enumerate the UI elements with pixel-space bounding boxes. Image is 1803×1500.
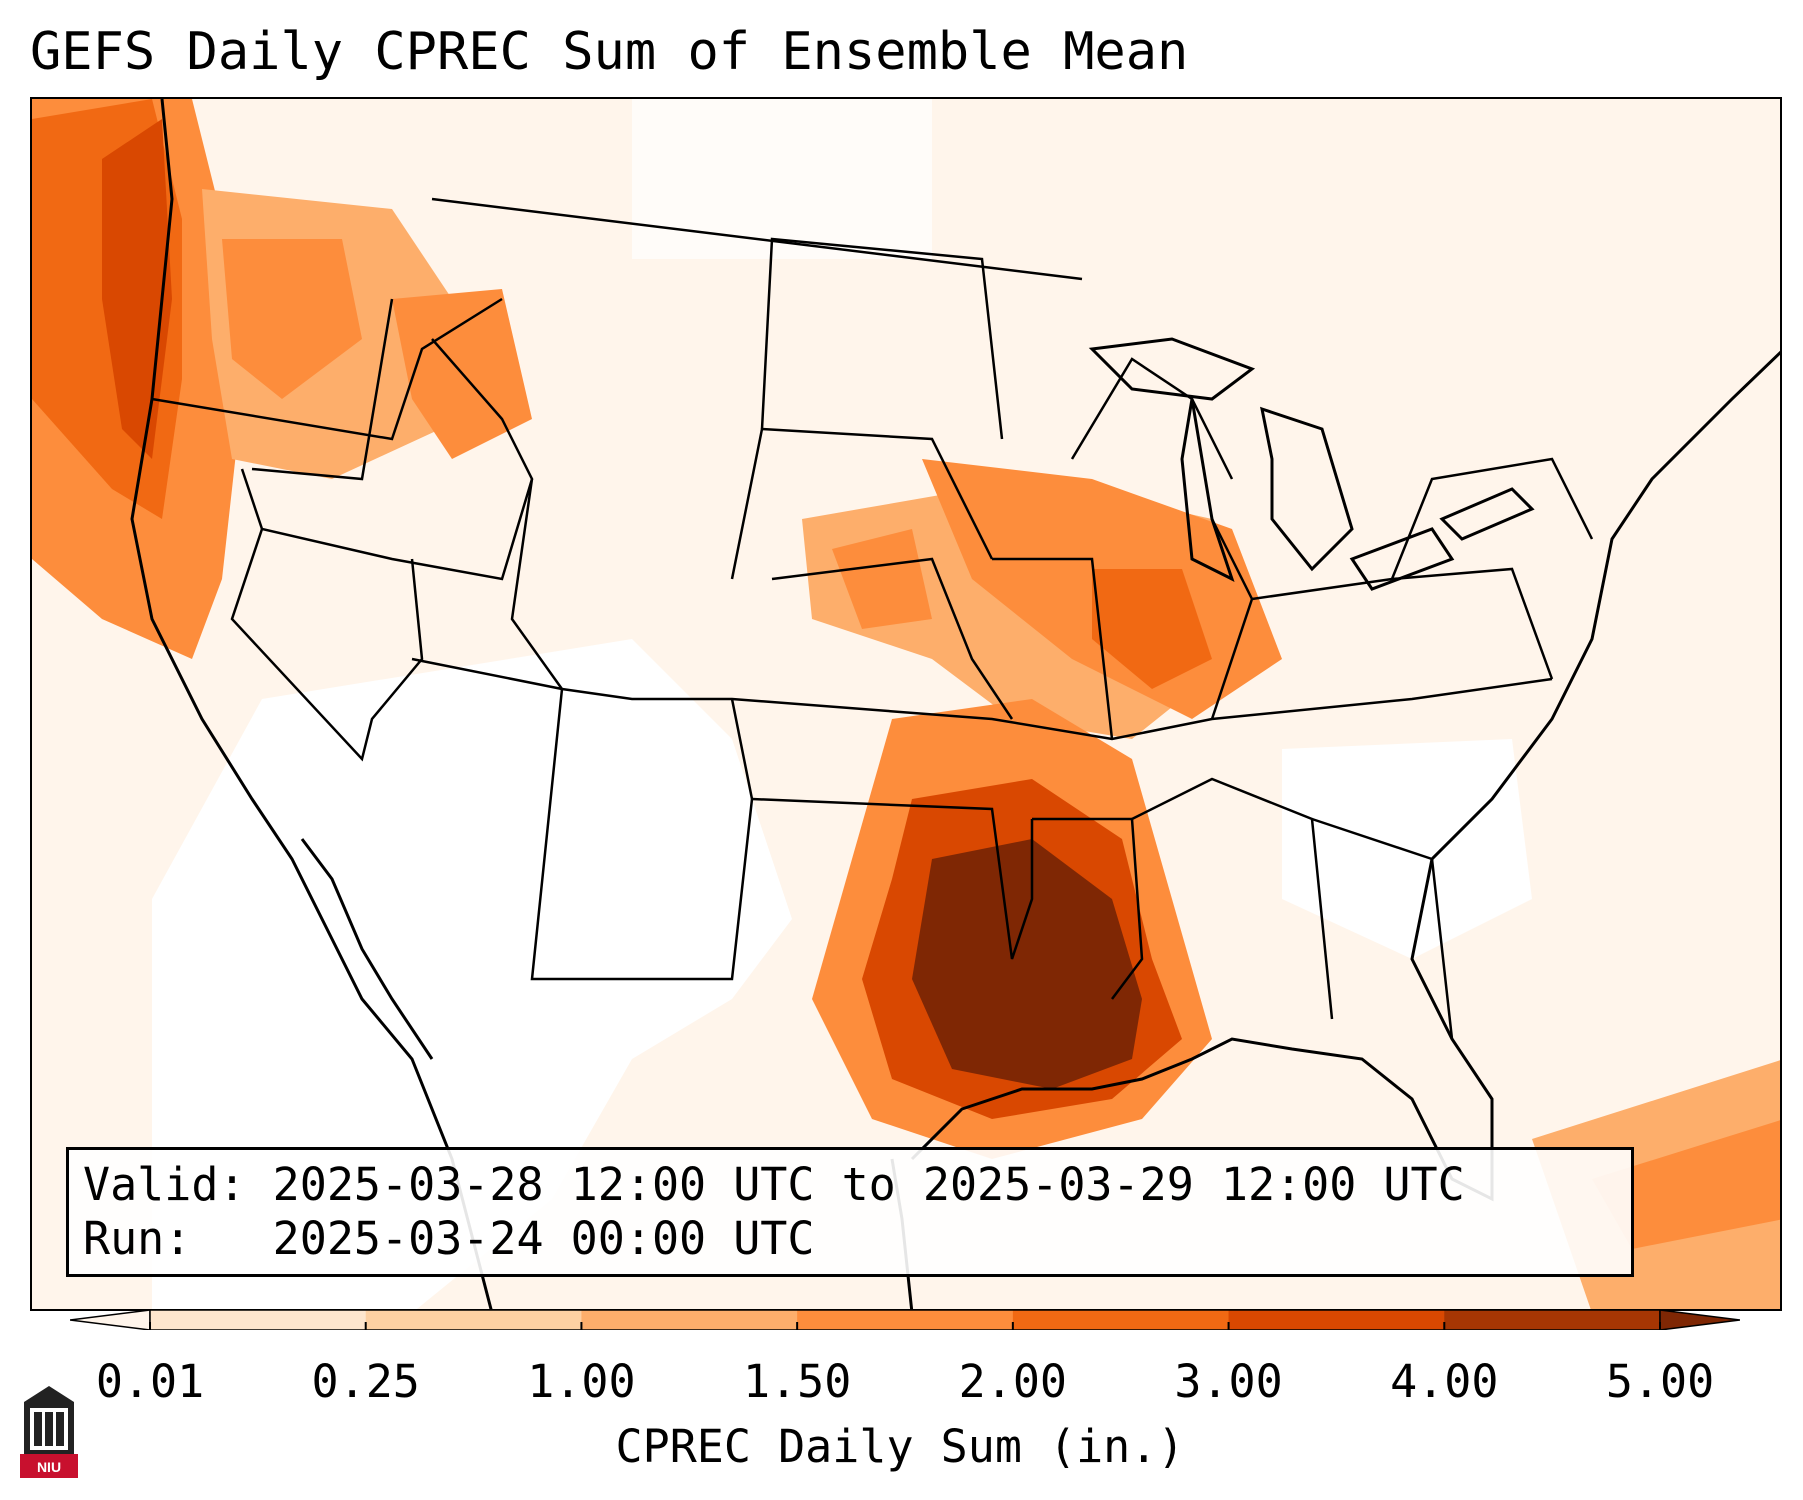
colorbar-tick-label: 2.00	[958, 1355, 1068, 1408]
colorbar-segment	[1228, 1310, 1445, 1330]
logo-band	[20, 1454, 78, 1478]
colorbar-segment	[797, 1310, 1014, 1330]
low-precip-southeast	[1282, 739, 1532, 959]
precip-map	[32, 99, 1780, 1309]
precip-nebraska	[832, 529, 932, 629]
valid-info-box: Valid: 2025-03-28 12:00 UTC to 2025-03-2…	[66, 1147, 1634, 1277]
precip-cascades	[222, 239, 362, 399]
precip-illinois	[1092, 569, 1212, 689]
colorbar-extend-high	[1659, 1310, 1740, 1330]
colorbar-segment	[365, 1310, 582, 1330]
colorbar-tick-label: 0.01	[95, 1355, 205, 1408]
niu-logo	[20, 1386, 78, 1478]
valid-time-text: Valid: 2025-03-28 12:00 UTC to 2025-03-2…	[83, 1158, 1465, 1211]
map-panel	[30, 97, 1782, 1311]
colorbar-tick-label: 3.00	[1174, 1355, 1283, 1408]
colorbar-tick-label: 4.00	[1390, 1355, 1499, 1408]
chart-title: GEFS Daily CPREC Sum of Ensemble Mean	[30, 22, 1189, 82]
colorbar-ticks	[149, 1322, 1661, 1330]
colorbar-segment	[1012, 1310, 1230, 1330]
colorbar	[70, 1310, 1740, 1330]
colorbar-tick-label: 5.00	[1605, 1355, 1715, 1408]
colorbar-segment	[150, 1310, 367, 1330]
run-time-text: Run: 2025-03-24 00:00 UTC	[83, 1212, 815, 1265]
low-precip-southwest	[152, 639, 792, 1309]
colorbar-tick-label: 1.50	[742, 1355, 852, 1408]
great-lakes	[1088, 337, 1535, 591]
colorbar-segment	[1444, 1310, 1661, 1330]
colorbar-segments	[149, 1310, 1661, 1330]
state-borders	[151, 197, 1594, 1040]
precip-caribbean-inner	[1592, 1120, 1780, 1249]
colorbar-tick-label: 0.25	[311, 1355, 420, 1408]
logo-text: NIU	[36, 1459, 62, 1475]
colorbar-tick-label: 1.00	[527, 1355, 636, 1408]
precip-south-core	[912, 839, 1142, 1089]
colorbar-label: CPREC Daily Sum (in.)	[615, 1420, 1185, 1473]
colorbar-extend-low	[70, 1310, 151, 1330]
colorbar-segment	[581, 1310, 798, 1330]
low-precip-plains	[632, 99, 932, 259]
